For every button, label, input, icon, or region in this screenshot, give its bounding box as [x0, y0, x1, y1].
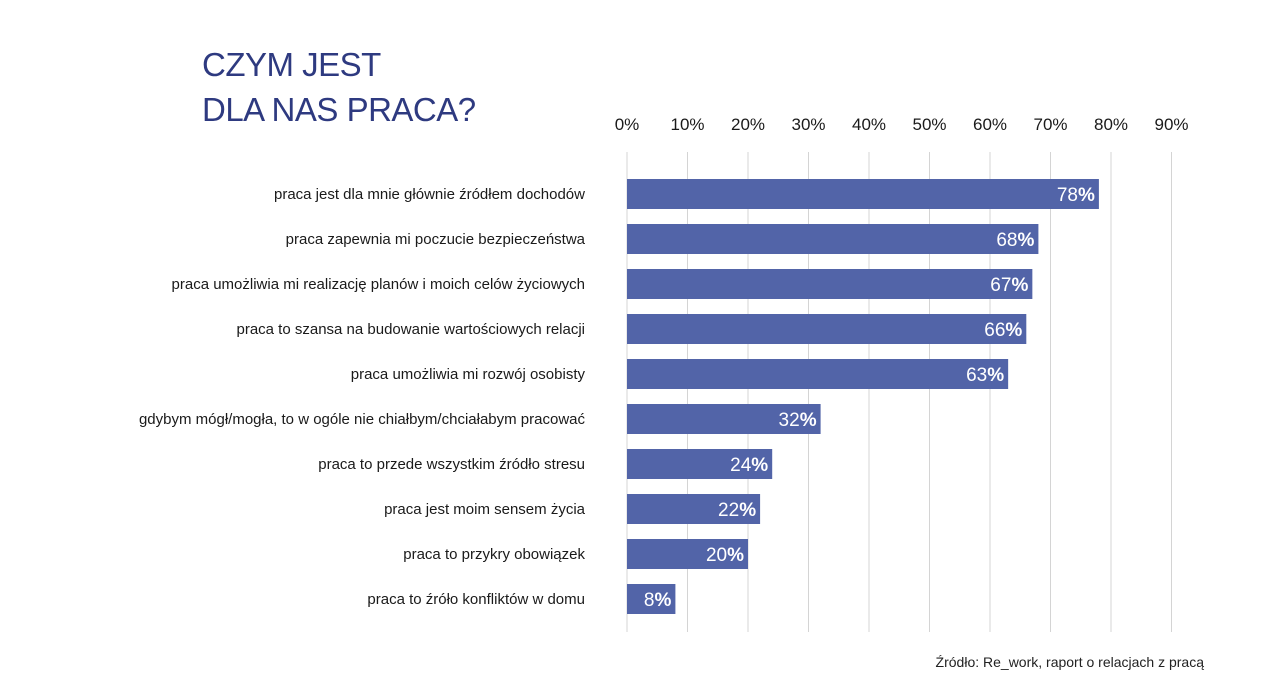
bar — [627, 269, 1033, 299]
category-label: praca jest moim sensem życia — [384, 501, 586, 518]
bar — [627, 404, 821, 434]
x-tick-label: 20% — [731, 115, 765, 134]
category-label: praca zapewnia mi poczucie bezpieczeństw… — [286, 231, 586, 248]
chart-title-line-2: DLA NAS PRACA? — [202, 91, 476, 128]
value-label: 68% — [996, 230, 1034, 251]
source-note: Źródło: Re_work, raport o relacjach z pr… — [935, 654, 1204, 670]
category-label: praca jest dla mnie głównie źródłem doch… — [274, 186, 585, 203]
x-tick-label: 0% — [615, 115, 640, 134]
category-label: praca to źróło konfliktów w domu — [367, 591, 585, 608]
category-label: praca to przede wszystkim źródło stresu — [318, 456, 585, 473]
value-label: 22% — [718, 500, 756, 521]
x-tick-label: 30% — [791, 115, 825, 134]
bar — [627, 449, 773, 479]
value-label: 63% — [966, 365, 1004, 386]
value-label: 78% — [1057, 185, 1095, 206]
category-label: praca umożliwia mi rozwój osobisty — [351, 366, 586, 383]
bar — [627, 359, 1009, 389]
x-tick-label: 50% — [912, 115, 946, 134]
bar — [627, 584, 676, 614]
x-tick-label: 60% — [973, 115, 1007, 134]
x-tick-label: 40% — [852, 115, 886, 134]
category-label: gdybym mógł/mogła, to w ogóle nie chiałb… — [139, 411, 586, 428]
bar — [627, 224, 1039, 254]
chart-title-line-1: CZYM JEST — [202, 46, 381, 83]
value-label: 8% — [644, 590, 672, 611]
value-label: 24% — [730, 455, 768, 476]
value-label: 67% — [990, 275, 1028, 296]
category-label: praca umożliwia mi realizację planów i m… — [172, 276, 585, 293]
bar — [627, 539, 748, 569]
chart-title: CZYM JEST DLA NAS PRACA? — [202, 42, 476, 132]
value-label: 66% — [984, 320, 1022, 341]
bar — [627, 314, 1027, 344]
x-tick-label: 70% — [1033, 115, 1067, 134]
x-tick-label: 80% — [1094, 115, 1128, 134]
value-label: 32% — [779, 410, 817, 431]
value-label: 20% — [706, 545, 744, 566]
category-label: praca to szansa na budowanie wartościowy… — [236, 321, 585, 338]
x-tick-label: 10% — [670, 115, 704, 134]
category-label: praca to przykry obowiązek — [403, 546, 585, 563]
bar — [627, 179, 1099, 209]
x-tick-label: 90% — [1154, 115, 1188, 134]
bar — [627, 494, 761, 524]
